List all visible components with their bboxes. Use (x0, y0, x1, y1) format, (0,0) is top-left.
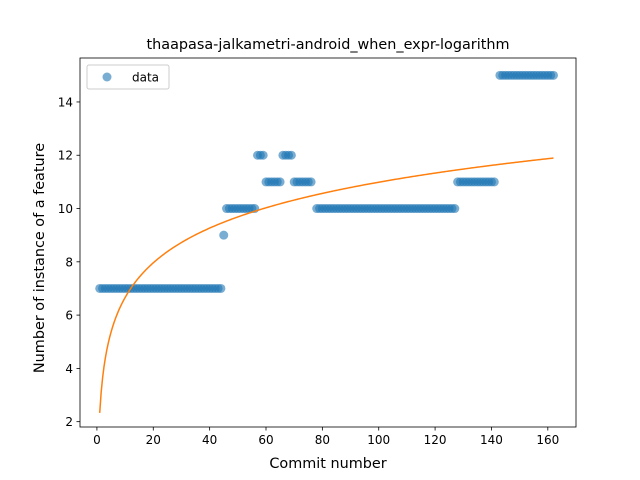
data-point (216, 283, 226, 293)
legend-label-data: data (132, 71, 159, 85)
data-point (489, 177, 499, 187)
x-tick-label: 120 (424, 433, 447, 447)
data-point (219, 230, 229, 240)
y-axis-label: Number of instance of a feature (32, 143, 48, 373)
data-point (450, 204, 460, 214)
x-tick-label: 100 (367, 433, 390, 447)
y-tick-label: 12 (58, 149, 73, 163)
y-tick-label: 6 (65, 309, 73, 323)
axes-frame (79, 57, 577, 428)
data-point (286, 150, 296, 160)
data-point (258, 150, 268, 160)
data-point (306, 177, 316, 187)
fit-line (98, 157, 554, 413)
data-point (275, 177, 285, 187)
x-tick-label: 140 (480, 433, 503, 447)
x-axis-label: Commit number (269, 456, 386, 472)
chart-title: thaapasa-jalkametri-android_when_expr-lo… (147, 37, 510, 53)
x-tick-label: 60 (258, 433, 273, 447)
y-tick-label: 14 (58, 95, 73, 109)
x-tick-label: 80 (315, 433, 330, 447)
legend: data (86, 64, 170, 90)
x-tick-label: 40 (202, 433, 217, 447)
y-tick-label: 10 (58, 202, 73, 216)
data-point (548, 70, 558, 80)
x-tick-label: 160 (536, 433, 559, 447)
y-tick-label: 4 (65, 362, 73, 376)
legend-marker (102, 72, 112, 82)
y-tick-label: 2 (65, 415, 73, 429)
axes: 0 20 40 60 80 100 120 140 160 2 4 6 8 10 12 14 (58, 57, 577, 447)
x-tick-label: 20 (146, 433, 161, 447)
x-tick-label: 0 (93, 433, 101, 447)
y-tick-label: 8 (65, 255, 73, 269)
plot-area (95, 70, 558, 413)
legend-frame (86, 64, 170, 90)
